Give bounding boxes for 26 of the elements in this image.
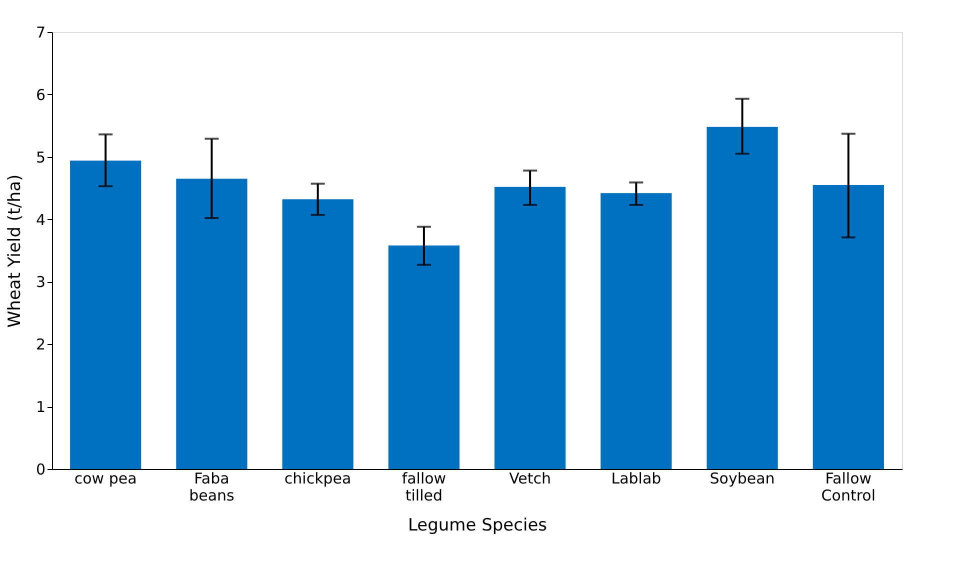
bar: [812, 184, 884, 469]
y-tick-label: 3: [36, 273, 46, 292]
y-tick-label: 1: [36, 398, 46, 416]
bar: [600, 193, 672, 469]
x-tick-label: Soybean: [710, 470, 775, 488]
bar: [282, 199, 354, 469]
y-tick-label: 2: [36, 336, 46, 354]
y-tick-label: 0: [36, 460, 46, 478]
x-tick-label: cow pea: [74, 470, 137, 488]
y-tick-label: 5: [36, 148, 46, 166]
y-tick-label: 7: [36, 24, 46, 42]
bar: [176, 178, 248, 469]
x-tick-label: Lablab: [611, 470, 662, 488]
x-tick-label: chickpea: [284, 470, 352, 488]
bar: [494, 186, 566, 469]
x-axis-title: Legume Species: [408, 516, 548, 536]
y-tick-label: 6: [36, 86, 46, 104]
x-tick-label: fallow tilled: [402, 470, 446, 504]
bar: [388, 246, 460, 469]
bar: [70, 160, 142, 469]
bar: [706, 126, 778, 469]
x-tick-label: Faba beans: [189, 470, 235, 504]
x-tick-label: Vetch: [509, 470, 552, 488]
y-axis-title: Wheat Yield (t/ha): [4, 174, 25, 328]
y-tick-label: 4: [36, 210, 46, 229]
x-tick-label: Fallow Control: [821, 470, 876, 504]
